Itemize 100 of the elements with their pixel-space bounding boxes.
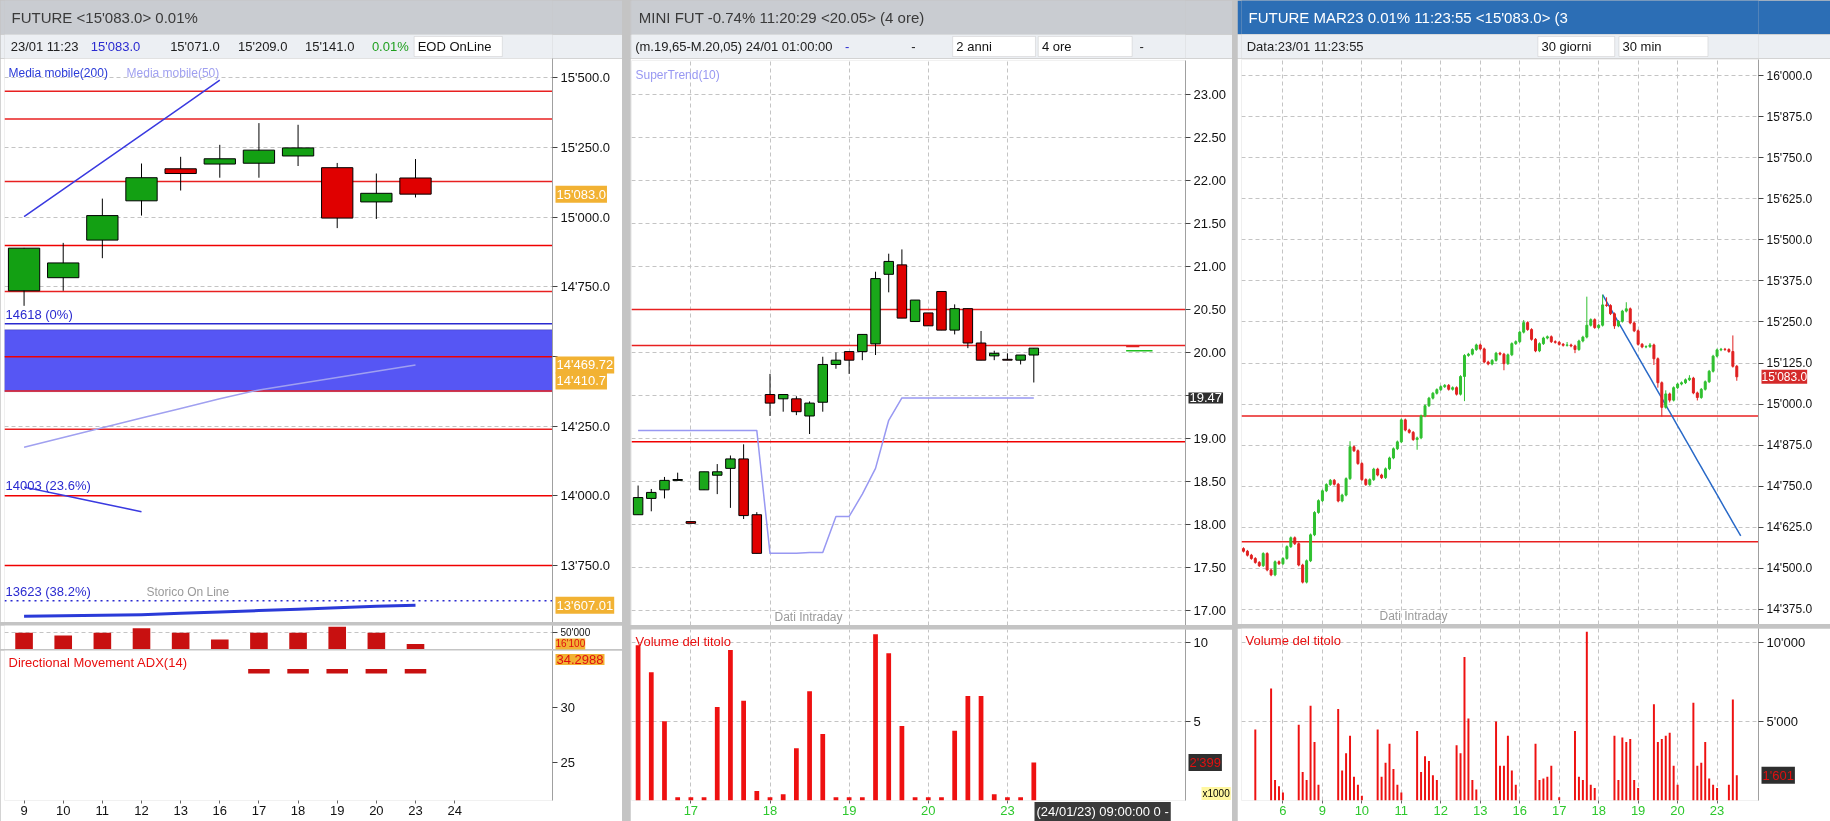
y-tick-label: 5 [1193,713,1201,729]
text: 2'399 [1189,755,1221,771]
chart-title: Volume del titolo [1245,633,1341,648]
text: 19.47 [1189,390,1223,406]
x-tick-label: 18 [1591,802,1606,818]
ref-line-label: 13623 (38.2%) [5,583,91,599]
x-tick-label: 11 [95,802,110,818]
y-tick-label: 50'000 [560,626,591,638]
x-tick-label: 13 [173,802,188,818]
y-tick-label: 15'250.0 [1766,314,1813,329]
y-tick-label: 10'000 [1766,635,1806,651]
text: Media mobile(50) [126,65,220,80]
x-tick-label: 17 [1551,802,1567,818]
text: - [845,39,850,54]
x-tick-label: 23 [1000,802,1015,818]
chart-title: FUTURE <15'083.0> 0.01% [11,9,198,26]
text: 15'083.0 [90,39,141,54]
y-tick-label: 14'000.0 [560,488,610,504]
y-tick-label: 17.50 [1193,559,1227,575]
text: 15'209.0 [237,39,288,54]
x-tick-label: 10 [55,802,71,818]
y-tick-label: 14'875.0 [1766,438,1813,453]
y-tick-label: 15'750.0 [1766,150,1813,165]
x-tick-label: 19 [841,802,857,818]
annotation: 14003 (23.6%) [5,477,91,493]
x-tick-label: 12 [1433,802,1449,818]
text: 30 giorni [1541,39,1592,54]
y-tick-label: 14'375.0 [1766,602,1813,617]
annotation: Dati Intraday [1379,608,1448,623]
x-tick-label: 17 [251,802,267,818]
y-tick-label: 18.00 [1193,516,1227,532]
y-tick-label: 17.00 [1193,602,1227,618]
y-tick-label: 15'875.0 [1766,109,1813,124]
text: EOD OnLine [417,39,492,54]
chart-title: Volume del titolo [635,634,731,649]
y-tick-label: 5'000 [1766,714,1798,730]
y-tick-label: 15'375.0 [1766,273,1813,288]
x-tick-label: 24 [447,802,462,818]
y-tick-label: 21.00 [1193,259,1227,275]
x-tick-label: 16 [1512,802,1527,818]
text: 15'141.0 [304,39,355,54]
y-tick-label: 15'125.0 [1766,356,1813,371]
ref-line-label: 14618 (0%) [5,306,73,322]
x-tick-label: 10 [1354,802,1370,818]
text: (24/01/23) 09:00:00 0 - [1036,804,1169,819]
text: - [911,39,916,54]
y-tick-label: 22.00 [1193,173,1227,189]
text: 0.01% [371,39,410,54]
x-tick-label: 20 [1670,802,1685,818]
y-tick-label: 20.50 [1193,302,1227,318]
y-tick-label: 15'625.0 [1766,191,1813,206]
y-tick-label: 15'500.0 [1766,232,1813,247]
y-tick-label: 13'750.0 [560,557,610,573]
text: Media mobile(200) [8,65,108,80]
y-tick-label: 21.50 [1193,216,1227,232]
x-tick-label: 16 [212,802,228,818]
y-tick-label: 14'750.0 [560,279,610,295]
text: 30 min [1622,39,1662,54]
y-tick-label: 15'500.0 [560,70,610,86]
y-tick-label: 22.50 [1193,130,1227,146]
text: 16'100 [555,638,586,650]
y-tick-label: 30 [560,699,575,715]
y-tick-label: 15'000.0 [1766,397,1813,412]
chart-title: MINI FUT -0.74% 11:20:29 <20.05> (4 ore) [638,9,925,26]
x-tick-label: 18 [762,802,778,818]
x-tick-label: 18 [290,802,306,818]
y-tick-label: 14'500.0 [1766,561,1813,576]
text: 15'071.0 [170,39,220,54]
x-tick-label: 9 [20,802,28,818]
x-tick-label: 13 [1473,802,1488,818]
y-tick-label: 14'625.0 [1766,520,1813,535]
annotation: Dati Intraday [774,609,843,624]
y-tick-label: 15'000.0 [560,209,610,225]
x-tick-label: 9 [1318,802,1327,818]
text: 15'083.0 [556,186,606,202]
x-tick-label: 17 [683,802,699,818]
x-tick-label: 23 [408,802,423,818]
y-tick-label: 15'250.0 [560,140,610,156]
y-tick-label: 25 [560,754,575,770]
text: x1000 [1202,788,1231,799]
x-tick-label: 12 [134,802,149,818]
y-tick-label: 19.00 [1193,430,1227,446]
text: 1'601 [1762,767,1794,783]
text: (m.19,65-M.20,05) 24/01 01:00:00 [635,39,833,54]
y-tick-label: 14'250.0 [560,418,610,434]
text: 13'607.01 [556,597,614,613]
y-tick-label: 20.00 [1193,344,1227,360]
y-tick-label: 18.50 [1193,473,1227,489]
text: 23/01 11:23 [10,39,79,54]
text: - [1139,39,1144,54]
chart-title: Directional Movement ADX(14) [8,655,187,670]
x-tick-label: 20 [369,802,384,818]
x-tick-label: 20 [921,802,936,818]
y-tick-label: 10 [1193,634,1208,650]
text: 4 ore [1041,39,1072,54]
text: 14'469.72 [556,357,614,373]
x-tick-label: 11 [1394,802,1409,818]
x-tick-label: 19 [329,802,345,818]
x-tick-label: 6 [1279,802,1287,818]
text: 15'083.0 [1761,369,1808,384]
